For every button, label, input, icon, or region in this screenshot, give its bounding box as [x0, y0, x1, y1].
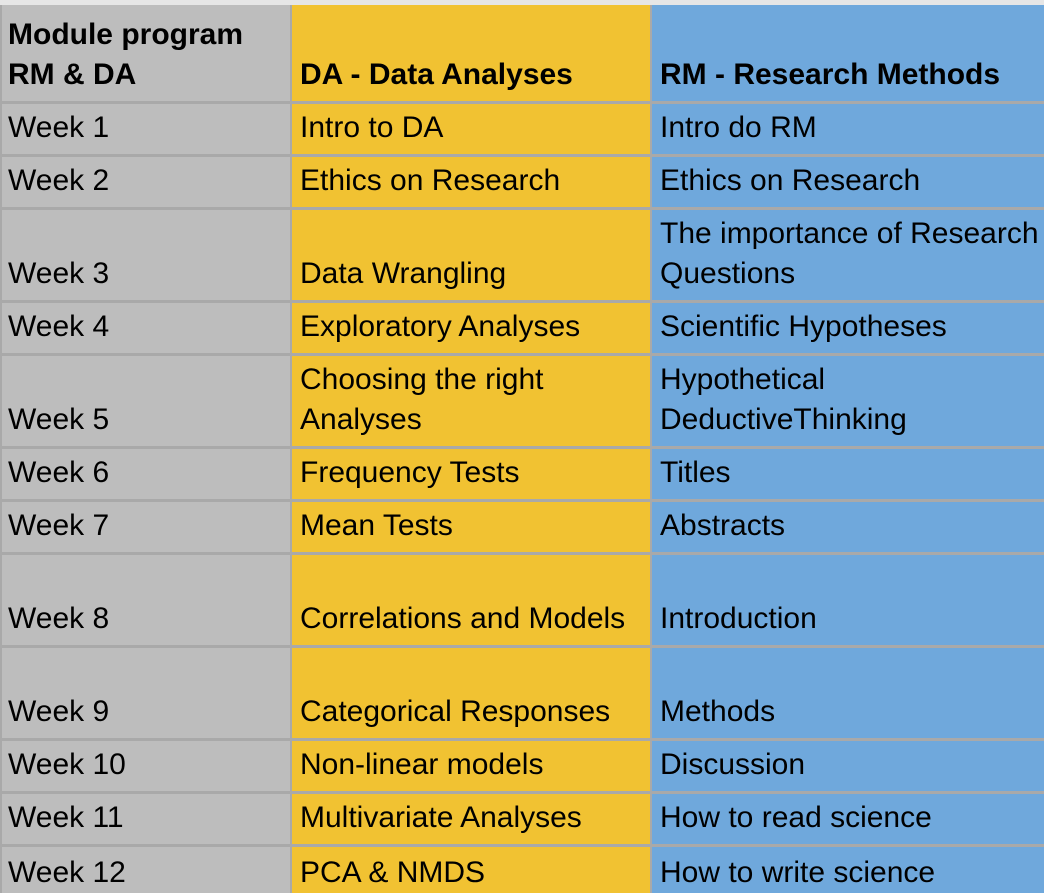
da-topic-cell[interactable]: Multivariate Analyses [290, 791, 652, 846]
da-topic-cell[interactable]: Categorical Responses [290, 645, 652, 740]
week-cell[interactable]: Week 2 [0, 154, 292, 209]
week-cell[interactable]: Week 1 [0, 101, 292, 156]
rm-topic-cell[interactable]: How to read science [650, 791, 1044, 846]
table-row: Week 7 Mean Tests Abstracts [0, 499, 1044, 554]
rm-topic-cell[interactable]: Ethics on Research [650, 154, 1044, 209]
week-cell[interactable]: Week 7 [0, 499, 292, 554]
table-row: Week 11 Multivariate Analyses How to rea… [0, 791, 1044, 846]
table-row: Week 3 Data Wrangling The importance of … [0, 207, 1044, 302]
table-row: Week 9 Categorical Responses Methods [0, 645, 1044, 740]
rm-topic-cell[interactable]: Titles [650, 446, 1044, 501]
week-cell[interactable]: Week 5 [0, 353, 292, 448]
week-cell[interactable]: Week 8 [0, 552, 292, 647]
table-row: Week 4 Exploratory Analyses Scientific H… [0, 300, 1044, 355]
rm-topic-cell[interactable]: Introduction [650, 552, 1044, 647]
week-cell[interactable]: Week 10 [0, 738, 292, 793]
rm-topic-cell[interactable]: Intro do RM [650, 101, 1044, 156]
da-topic-cell[interactable]: Choosing the right Analyses [290, 353, 652, 448]
header-cell-week[interactable]: Module program RM & DA [0, 2, 292, 103]
table-row: Week 6 Frequency Tests Titles [0, 446, 1044, 501]
da-topic-cell[interactable]: Intro to DA [290, 101, 652, 156]
week-cell[interactable]: Week 11 [0, 791, 292, 846]
table-row: Week 8 Correlations and Models Introduct… [0, 552, 1044, 647]
week-cell[interactable]: Week 4 [0, 300, 292, 355]
da-topic-cell[interactable]: Data Wrangling [290, 207, 652, 302]
rm-topic-cell[interactable]: How to write science [650, 844, 1044, 893]
header-row: Module program RM & DA DA - Data Analyse… [0, 2, 1044, 103]
week-cell[interactable]: Week 12 [0, 844, 292, 893]
table-row: Week 12 PCA & NMDS How to write science [0, 844, 1044, 893]
table-row: Week 1 Intro to DA Intro do RM [0, 101, 1044, 156]
header-cell-da[interactable]: DA - Data Analyses [290, 2, 652, 103]
table-row: Week 2 Ethics on Research Ethics on Rese… [0, 154, 1044, 209]
table-row: Week 10 Non-linear models Discussion [0, 738, 1044, 793]
rm-topic-cell[interactable]: Hypothetical DeductiveThinking [650, 353, 1044, 448]
rm-topic-cell[interactable]: Scientific Hypotheses [650, 300, 1044, 355]
rm-topic-cell[interactable]: Abstracts [650, 499, 1044, 554]
week-cell[interactable]: Week 3 [0, 207, 292, 302]
da-topic-cell[interactable]: Mean Tests [290, 499, 652, 554]
da-topic-cell[interactable]: Exploratory Analyses [290, 300, 652, 355]
rm-topic-cell[interactable]: Methods [650, 645, 1044, 740]
da-topic-cell[interactable]: Ethics on Research [290, 154, 652, 209]
table-row: Week 5 Choosing the right Analyses Hypot… [0, 353, 1044, 448]
week-cell[interactable]: Week 6 [0, 446, 292, 501]
rm-topic-cell[interactable]: The importance of Research Questions [650, 207, 1044, 302]
header-cell-rm[interactable]: RM - Research Methods [650, 2, 1044, 103]
da-topic-cell[interactable]: Correlations and Models [290, 552, 652, 647]
da-topic-cell[interactable]: PCA & NMDS [290, 844, 652, 893]
da-topic-cell[interactable]: Non-linear models [290, 738, 652, 793]
week-cell[interactable]: Week 9 [0, 645, 292, 740]
rm-topic-cell[interactable]: Discussion [650, 738, 1044, 793]
da-topic-cell[interactable]: Frequency Tests [290, 446, 652, 501]
